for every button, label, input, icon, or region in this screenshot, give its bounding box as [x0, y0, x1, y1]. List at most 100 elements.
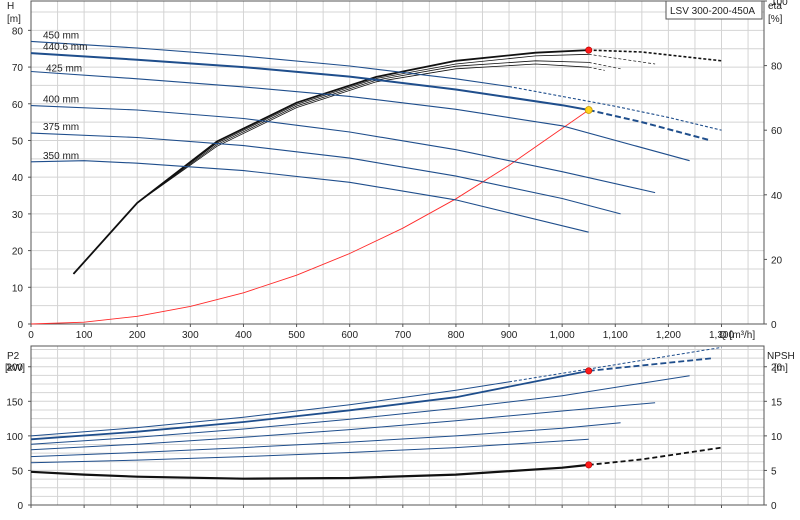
y-tick-label: 80	[12, 26, 24, 37]
head-labels: H [m] eta [%] Q [m³/h]	[7, 1, 783, 341]
power-grid	[31, 346, 764, 505]
power-curve	[30, 422, 621, 458]
x-tick-label: 700	[394, 330, 411, 341]
y2-tick-label: 0	[771, 320, 777, 331]
x-tick-label: 800	[448, 330, 465, 341]
x-tick-label: 900	[501, 330, 518, 341]
y-tick-label: 60	[12, 100, 24, 111]
power-npsh-chart: 0 50 100 150 200 0 5 10 15 20 P2 [kW] NPSH [m]	[5, 345, 795, 512]
x-tick-label: 1,200	[656, 330, 681, 341]
npsh-axis-label: NPSH	[767, 351, 795, 362]
y-axis-unit: [m]	[7, 14, 21, 25]
efficiency-curve-extension	[588, 49, 722, 62]
x-tick-label: 100	[76, 330, 93, 341]
y-tick-label: 70	[12, 63, 24, 74]
y-tick-label: 150	[6, 397, 23, 408]
p2-axis-label: P2	[7, 351, 20, 362]
head-curve	[30, 105, 656, 194]
head-curve-label: 450 mm	[43, 30, 79, 41]
power-curve-extension	[588, 357, 711, 372]
power-curve	[30, 381, 510, 437]
efficiency-curve-extension	[588, 53, 656, 65]
head-curve-label: 350 mm	[43, 151, 79, 162]
duty-point-marker	[584, 106, 593, 114]
head-curve-label: 425 mm	[46, 63, 82, 74]
efficiency-curve-extension	[588, 62, 621, 70]
efficiency-curve	[73, 60, 589, 275]
y2-tick-label: 80	[771, 62, 783, 73]
efficiency-curve	[72, 49, 589, 275]
power-curve	[30, 402, 656, 451]
x-tick-label: 0	[28, 330, 34, 341]
head-grid	[31, 1, 764, 324]
x-tick-label: 1,300	[709, 330, 734, 341]
power-ticks: 0 50 100 150 200 0 5 10 15 20	[6, 363, 782, 512]
plot-frame	[30, 0, 765, 325]
head-curve	[30, 160, 589, 233]
plot-frame	[30, 345, 765, 506]
y2-axis-unit: [%]	[768, 14, 783, 25]
y2-axis-label: eta	[768, 1, 782, 12]
y-tick-label: 0	[17, 320, 23, 331]
y-tick-label: 0	[17, 501, 23, 512]
head-curve	[30, 70, 690, 162]
head-curve-label: 375 mm	[43, 122, 79, 133]
x-tick-label: 1,000	[550, 330, 575, 341]
head-curve-label: 400 mm	[43, 95, 79, 106]
y2-tick-label: 20	[771, 255, 783, 266]
power-curve	[30, 370, 589, 441]
y-tick-label: 40	[12, 173, 24, 184]
y2-tick-label: 100	[771, 0, 788, 8]
power-curve-extension	[508, 346, 722, 383]
y2-tick-label: 15	[771, 397, 783, 408]
y-tick-label: 30	[12, 210, 24, 221]
y-tick-label: 10	[12, 283, 24, 294]
npsh-curve	[30, 463, 589, 480]
efficiency-curve	[73, 63, 589, 275]
head-curve-extension	[508, 85, 722, 131]
y-tick-label: 100	[6, 432, 23, 443]
y-tick-label: 50	[12, 136, 24, 147]
power-point-marker	[585, 367, 593, 375]
y2-tick-label: 5	[771, 466, 777, 477]
y2-tick-label: 0	[771, 501, 777, 512]
head-curve	[30, 40, 510, 88]
y2-tick-label: 10	[771, 432, 783, 443]
power-series	[30, 346, 722, 480]
head-axes	[30, 0, 765, 325]
y-tick-label: 20	[12, 247, 24, 258]
x-tick-label: 200	[129, 330, 146, 341]
power-labels: P2 [kW] NPSH [m]	[5, 351, 795, 374]
x-tick-label: 600	[341, 330, 358, 341]
p2-axis-unit: [kW]	[5, 363, 25, 374]
npsh-curve-extension	[588, 446, 722, 466]
head-curve-extension	[588, 109, 712, 142]
x-tick-label: 300	[182, 330, 199, 341]
y-axis-label: H	[7, 1, 14, 12]
head-ticks: 0 100 200 300 400 500 600 700 800 900 1,000 1,100 1,…	[12, 0, 788, 341]
y2-tick-label: 20	[771, 363, 783, 374]
y-tick-label: 50	[12, 466, 24, 477]
efficiency-curve-extension	[588, 66, 605, 71]
head-curve	[30, 132, 621, 215]
y2-tick-label: 60	[771, 126, 783, 137]
power-curve	[30, 375, 690, 445]
y-tick-label: 200	[6, 363, 23, 374]
y2-tick-label: 40	[771, 191, 783, 202]
x-tick-label: 400	[235, 330, 252, 341]
npsh-point-marker	[585, 461, 593, 469]
x-tick-label: 1,100	[603, 330, 628, 341]
power-curve	[30, 438, 589, 464]
legend-box-text: LSV 300-200-450A	[670, 6, 755, 17]
power-axes	[30, 345, 765, 506]
x-tick-label: 500	[288, 330, 305, 341]
efficiency-point-marker	[585, 46, 593, 54]
system-curve	[30, 109, 589, 325]
legend-box: LSV 300-200-450A	[665, 0, 763, 20]
npsh-axis-unit: [m]	[774, 363, 788, 374]
head-curve	[30, 52, 589, 111]
head-curve-label: 440.6 mm	[43, 42, 87, 53]
